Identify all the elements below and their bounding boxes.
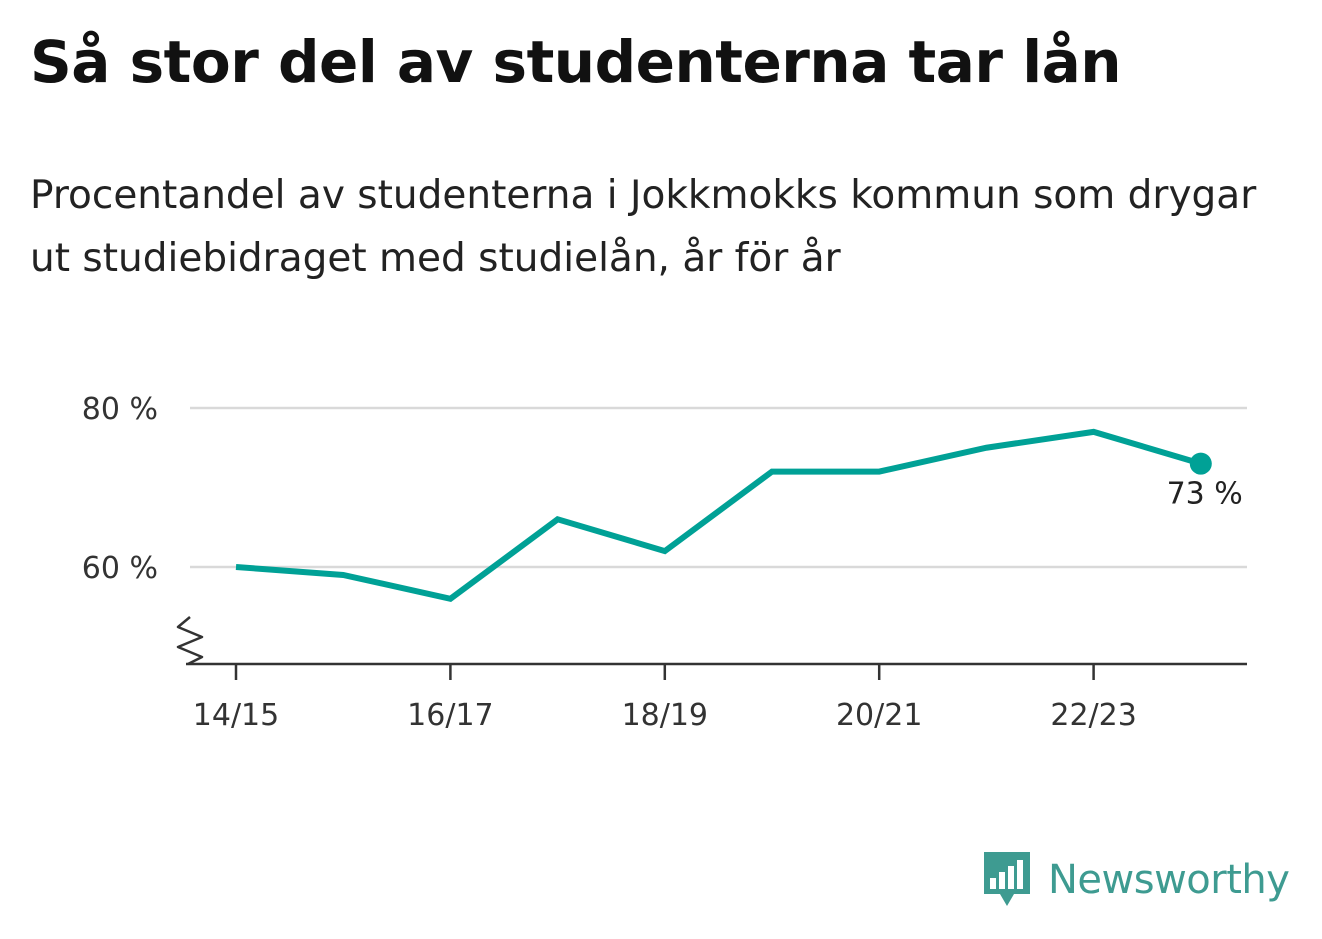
series-line [235,428,1202,603]
newsworthy-logo: Newsworthy [982,850,1290,910]
chart-subtitle: Procentandel av studenterna i Jokkmokks … [30,173,1257,281]
grid-lines [190,406,1247,569]
y-tick-label: 60 % [82,551,158,586]
newsworthy-bar-chart-icon [984,852,1030,906]
x-tick-label: 18/19 [622,698,708,733]
y-axis-ticks: 60 % 80 % [82,392,158,586]
data-labels: 73 % [1167,477,1243,512]
end-point-marker [1189,452,1212,475]
y-tick-label: 80 % [82,392,158,427]
chart-title: Så stor del av studenterna tar lån [30,28,1122,96]
x-tick-label: 14/15 [193,698,279,733]
x-tick-label: 16/17 [407,698,493,733]
x-axis [176,616,1247,666]
series-layer [235,428,1212,603]
x-tick-label: 22/23 [1050,698,1136,733]
y-axis-break-icon [176,616,204,666]
x-tick-label: 20/21 [836,698,922,733]
brand-name: Newsworthy [1048,857,1290,903]
end-value-label: 73 % [1167,477,1243,512]
x-axis-ticks: 14/15 16/17 18/19 20/21 22/23 [193,664,1137,733]
